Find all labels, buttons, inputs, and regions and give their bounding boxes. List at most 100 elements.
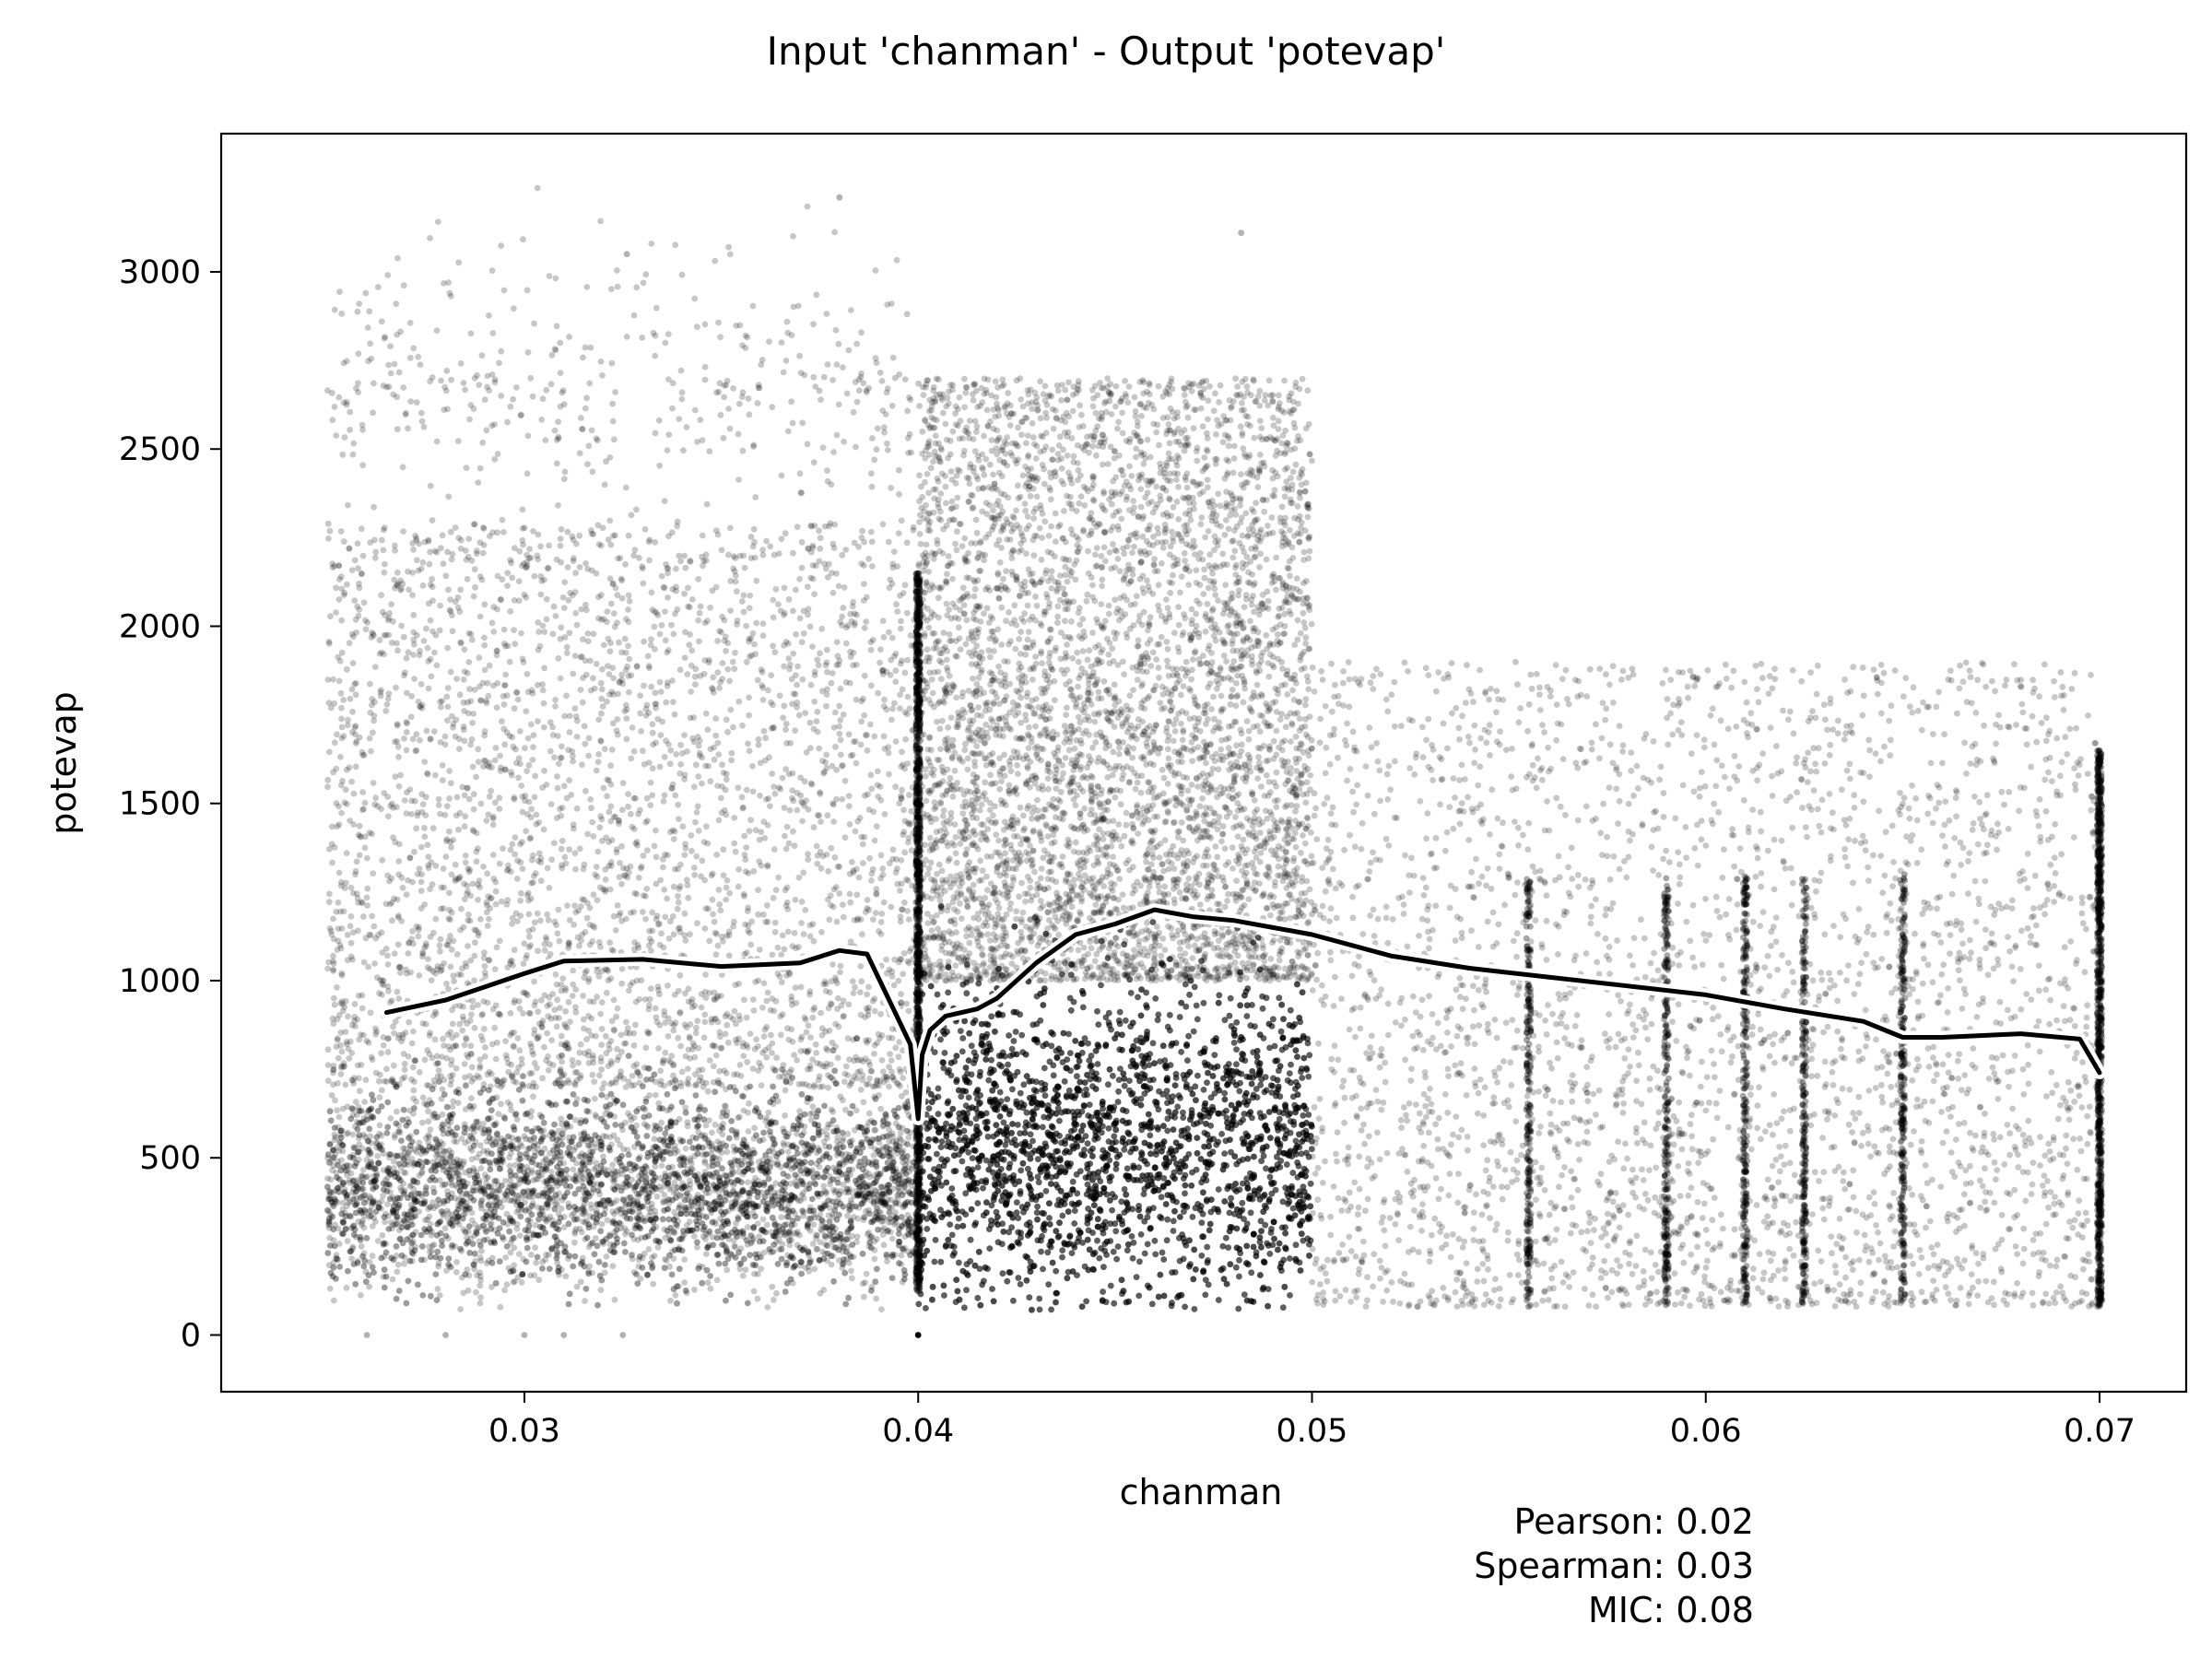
scatter-point	[516, 1151, 524, 1159]
scatter-point	[649, 1265, 656, 1272]
scatter-point	[764, 1304, 771, 1311]
scatter-point	[702, 1122, 710, 1129]
scatter-point	[805, 1249, 812, 1256]
scatter-point	[491, 1177, 499, 1184]
scatter-point	[477, 1282, 484, 1289]
scatter-point	[507, 1239, 514, 1246]
scatter-point	[793, 1161, 800, 1169]
scatter-point	[782, 1230, 789, 1238]
scatter-point	[638, 1171, 645, 1177]
scatter-point	[703, 1180, 711, 1187]
scatter-point	[330, 1154, 337, 1161]
scatter-point	[331, 1131, 338, 1138]
scatter-point	[905, 1134, 912, 1141]
scatter-point	[861, 1214, 868, 1220]
scatter-point	[723, 1297, 729, 1304]
scatter-point	[903, 1153, 911, 1159]
scatter-point	[585, 1224, 593, 1231]
scatter-point	[403, 1300, 410, 1307]
scatter-point	[847, 1253, 854, 1261]
scatter-point	[604, 1217, 611, 1224]
scatter-point	[845, 1154, 853, 1161]
scatter-point	[442, 1159, 449, 1166]
scatter-point	[333, 1255, 339, 1263]
scatter-point	[558, 1171, 564, 1177]
scatter-point	[606, 1241, 614, 1248]
scatter-point	[898, 1093, 905, 1100]
scatter-point	[425, 1118, 432, 1125]
scatter-point	[789, 1207, 796, 1215]
scatter-point	[398, 1137, 405, 1144]
scatter-point	[338, 1127, 346, 1135]
scatter-point	[425, 1108, 431, 1115]
scatter-point	[752, 1262, 759, 1269]
scatter-point	[618, 1210, 625, 1217]
scatter-point	[543, 1201, 550, 1207]
scatter-point	[633, 1191, 641, 1197]
scatter-point	[405, 1159, 412, 1165]
scatter-point	[845, 1260, 853, 1266]
scatter-point	[553, 1225, 560, 1232]
scatter-point	[804, 1223, 811, 1230]
scatter-point	[723, 1142, 729, 1149]
scatter-point	[887, 1154, 894, 1160]
scatter-point	[507, 1268, 514, 1276]
scatter-point	[681, 1196, 688, 1204]
scatter-point	[830, 1229, 837, 1236]
scatter-point	[524, 1110, 531, 1117]
scatter-point	[488, 1220, 495, 1227]
scatter-point	[671, 1208, 678, 1216]
scatter-point	[604, 1093, 610, 1100]
scatter-point	[634, 1139, 641, 1147]
scatter-point	[493, 1131, 500, 1138]
scatter-point	[577, 1075, 583, 1081]
scatter-point	[571, 1239, 578, 1246]
scatter-point	[598, 1115, 605, 1123]
scatter-point	[834, 1180, 841, 1186]
scatter-point	[735, 1147, 742, 1154]
scatter-point	[799, 1181, 806, 1188]
scatter-point	[552, 1192, 559, 1199]
scatter-point	[806, 1180, 814, 1187]
scatter-point	[664, 1228, 671, 1234]
scatter-point	[447, 1153, 454, 1159]
scatter-point	[824, 1242, 830, 1249]
scatter-point	[383, 1130, 391, 1136]
scatter-point	[705, 1139, 712, 1147]
scatter-point	[786, 1229, 793, 1236]
scatter-point	[629, 1124, 636, 1132]
scatter-point	[544, 1099, 551, 1106]
scatter-point	[833, 1128, 840, 1135]
scatter-point	[844, 1130, 852, 1137]
scatter-point	[660, 1197, 667, 1205]
scatter-point	[729, 1203, 736, 1210]
scatter-point	[580, 1135, 587, 1143]
scatter-point	[782, 1112, 788, 1119]
scatter-point	[603, 1133, 609, 1140]
scatter-point	[861, 1155, 868, 1162]
scatter-point	[738, 1188, 746, 1195]
scatter-point	[335, 1147, 343, 1154]
scatter-point	[473, 1288, 479, 1296]
scatter-point	[453, 1268, 460, 1276]
scatter-point	[446, 1147, 453, 1154]
scatter-point	[324, 1206, 331, 1214]
scatter-point	[516, 1251, 523, 1257]
scatter-point	[826, 1144, 833, 1150]
scatter-point	[538, 1113, 546, 1121]
scatter-point	[893, 1079, 900, 1087]
scatter-point	[513, 1225, 521, 1232]
scatter-point	[745, 1189, 752, 1196]
scatter-point	[423, 1135, 429, 1142]
scatter-point	[888, 1204, 896, 1211]
scatter-point	[774, 1261, 782, 1267]
scatter-point	[759, 1226, 766, 1233]
scatter-point	[633, 1271, 640, 1277]
scatter-point	[771, 1201, 778, 1208]
scatter-point	[549, 1131, 557, 1137]
scatter-point	[333, 1276, 339, 1282]
scatter-point	[387, 1219, 394, 1226]
scatter-point	[462, 1169, 468, 1176]
scatter-point	[522, 1206, 529, 1213]
scatter-point	[905, 1112, 912, 1119]
